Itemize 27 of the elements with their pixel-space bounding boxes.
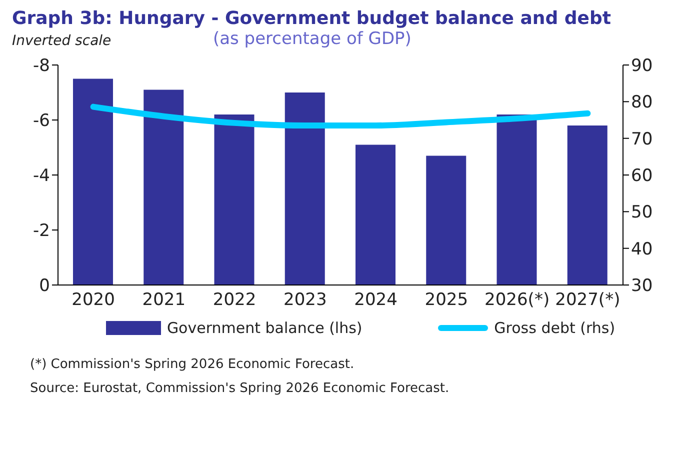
y-tick-label: -6 bbox=[33, 111, 50, 132]
y-tick-label: -8 bbox=[33, 56, 50, 76]
source-note: Source: Eurostat, Commission's Spring 2026 Economic Forecast. bbox=[30, 380, 450, 398]
x-tick-label: 2021 bbox=[142, 290, 186, 310]
text: (*) Commission's Spring 2026 Economic Forecast. bbox=[30, 356, 356, 374]
y2-tick-label: 90 bbox=[631, 56, 653, 76]
y2-tick-label: 60 bbox=[631, 166, 653, 186]
x-tick-label: 2024 bbox=[354, 290, 398, 310]
y2-tick-label: 50 bbox=[631, 202, 653, 223]
x-tick-label: 2020 bbox=[72, 290, 115, 310]
x-tick-label: 2026(*) bbox=[484, 290, 550, 310]
legend-label: Gross debt (rhs) bbox=[494, 319, 616, 337]
y-tick-label: 0 bbox=[39, 276, 50, 296]
y2-tick-label: 40 bbox=[631, 239, 653, 260]
x-tick-label: 2027(*) bbox=[555, 290, 620, 310]
y2-tick-label: 80 bbox=[631, 92, 653, 113]
legend-label: Government balance (lhs) bbox=[166, 319, 362, 337]
x-tick-label: 2022 bbox=[212, 290, 256, 310]
y2-tick-label: 70 bbox=[631, 129, 653, 150]
x-tick-label: 2023 bbox=[284, 290, 327, 310]
x-tick-label: 2025 bbox=[424, 290, 468, 310]
y-tick-label: -2 bbox=[33, 221, 50, 242]
chart-title: Graph 3b: Hungary - Government budget balance and debt bbox=[12, 8, 612, 29]
chart-subtitle: (as percentage of GDP) bbox=[213, 29, 412, 49]
y-tick-label: -4 bbox=[33, 166, 50, 186]
text: Inverted scale bbox=[12, 33, 112, 49]
y2-tick-label: 30 bbox=[631, 276, 653, 296]
